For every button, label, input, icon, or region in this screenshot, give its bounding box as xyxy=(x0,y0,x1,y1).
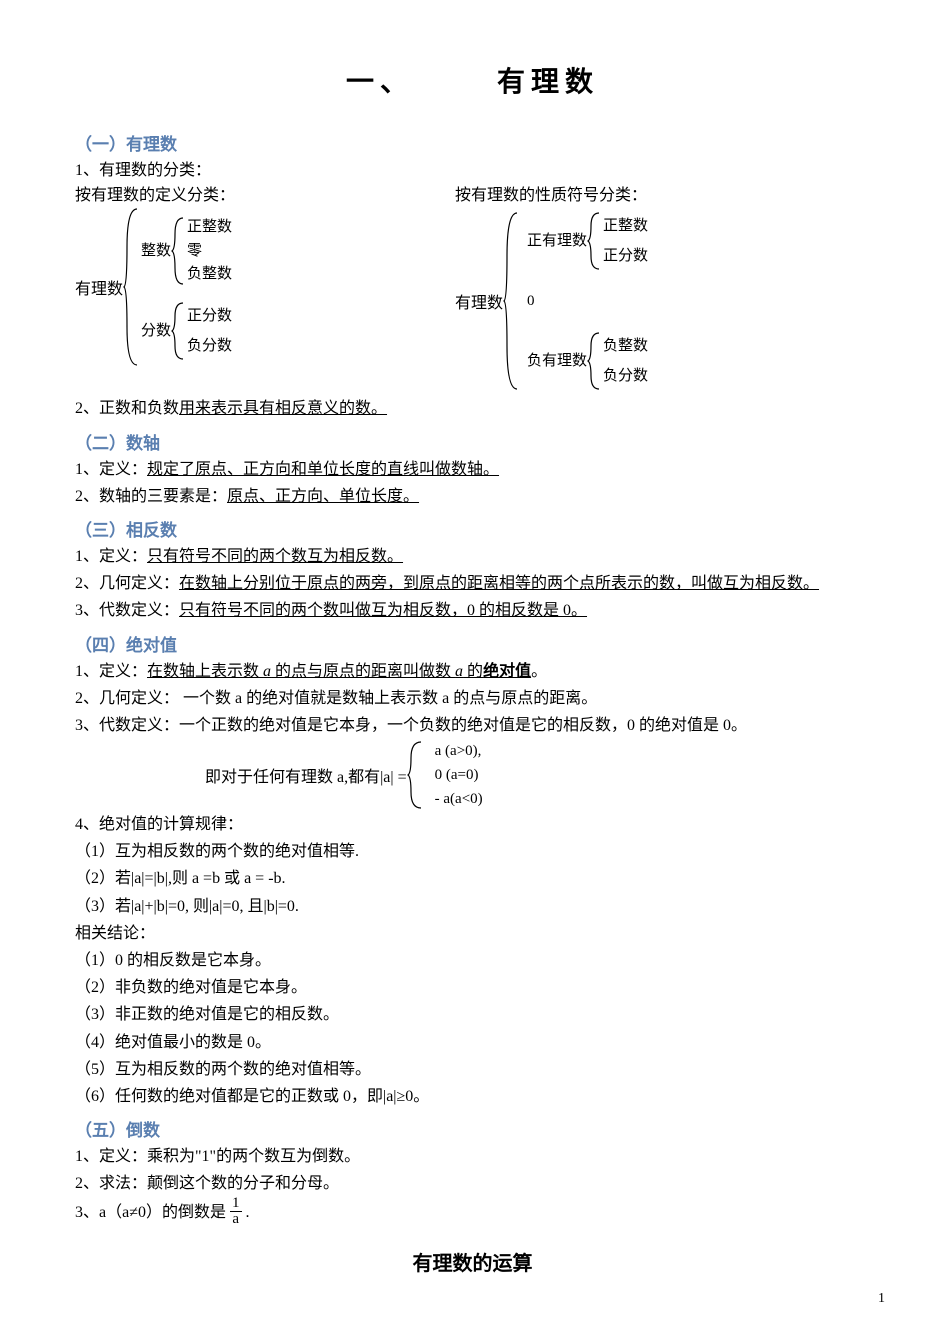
s1-line1: 1、有理数的分类： xyxy=(75,157,870,184)
tree-left-pos-int: 正整数 xyxy=(187,216,232,239)
piecewise-def: 即对于任何有理数 a,都有|a| = a (a>0), 0 (a=0) - a(… xyxy=(205,739,870,811)
section-3-heading: （三）相反数 xyxy=(75,516,870,541)
def-classify-label: 按有理数的定义分类： xyxy=(75,182,455,209)
s3-l2-b: 在数轴上分别位于原点的两旁，到原点的距离相等的两个点所表示的数，叫做互为相反数。 xyxy=(179,575,819,592)
subtitle: 有理数的运算 xyxy=(75,1247,870,1276)
s3-l2-a: 2、几何定义： xyxy=(75,575,179,592)
piece-3: - a(a<0) xyxy=(435,787,483,811)
brace-icon xyxy=(407,740,425,810)
sign-classify-label: 按有理数的性质符号分类： xyxy=(455,182,870,209)
s2-line1: 1、定义：规定了原点、正方向和单位长度的直线叫做数轴。 xyxy=(75,456,870,483)
tree-right-pos-frac: 正分数 xyxy=(603,245,648,268)
s4-l4-1: （1）互为相反数的两个数的绝对值相等. xyxy=(75,838,870,865)
tree-left-neg-frac: 负分数 xyxy=(187,335,232,358)
s4-l1-b4: 绝对值 xyxy=(483,663,531,680)
piece-1: a (a>0), xyxy=(435,739,483,763)
tree-left-int: 整数 xyxy=(141,240,171,263)
brace-icon xyxy=(171,301,187,361)
s4-l4-2: （2）若|a|=|b|,则 a =b 或 a = -b. xyxy=(75,865,870,892)
s4-r6: （6）任何数的绝对值都是它的正数或 0，即|a|≥0。 xyxy=(75,1083,870,1110)
s4-line1: 1、定义：在数轴上表示数 a 的点与原点的距离叫做数 a 的绝对值。 xyxy=(75,658,870,685)
s3-l1-b: 只有符号不同的两个数互为相反数。 xyxy=(147,548,403,565)
s5-line1: 1、定义：乘积为"1"的两个数互为倒数。 xyxy=(75,1143,870,1170)
tree-right-root: 有理数 xyxy=(455,289,503,313)
s1-l2-b: 用来表示具有相反意义的数。 xyxy=(179,400,387,417)
s5-line2: 2、求法：颠倒这个数的分子和分母。 xyxy=(75,1170,870,1197)
s4-l1-b5: 。 xyxy=(531,663,547,680)
s4-line3: 3、代数定义：一个正数的绝对值是它本身，一个负数的绝对值是它的相反数，0 的绝对… xyxy=(75,712,870,739)
brace-icon xyxy=(587,331,603,391)
s1-l2-a: 2、正数和负数 xyxy=(75,400,179,417)
s4-l1-b1: 在数轴上表示数 xyxy=(147,663,263,680)
tree-right-neg-frac: 负分数 xyxy=(603,365,648,388)
s2-l2-b: 原点、正方向、单位长度。 xyxy=(227,488,419,505)
chapter-title: 一、 有理数 xyxy=(75,60,870,100)
s4-r1: （1）0 的相反数是它本身。 xyxy=(75,947,870,974)
classification-trees: 有理数 整数 正整数 零 负整数 分数 xyxy=(75,207,870,395)
piece-2: 0 (a=0) xyxy=(435,763,483,787)
s3-l3-b: 只有符号不同的两个数叫做互为相反数，0 的相反数是 0。 xyxy=(179,602,587,619)
s5-line3: 3、a（a≠0）的倒数是 1 a . xyxy=(75,1198,870,1229)
title-prefix: 一、 xyxy=(346,60,414,100)
tree-left-neg-int: 负整数 xyxy=(187,263,232,286)
tree-right-pos: 正有理数 xyxy=(527,230,587,253)
brace-icon xyxy=(503,211,521,391)
s3-line3: 3、代数定义：只有符号不同的两个数叫做互为相反数，0 的相反数是 0。 xyxy=(75,597,870,624)
frac-den: a xyxy=(230,1212,242,1227)
tree-left-zero: 零 xyxy=(187,240,232,263)
tree-left-pos-frac: 正分数 xyxy=(187,305,232,328)
s4-l4-3: （3）若|a|+|b|=0, 则|a|=0, 且|b|=0. xyxy=(75,893,870,920)
s2-l1-a: 1、定义： xyxy=(75,461,147,478)
s4-line2: 2、几何定义： 一个数 a 的绝对值就是数轴上表示数 a 的点与原点的距离。 xyxy=(75,685,870,712)
s4-r3: （3）非正数的绝对值是它的相反数。 xyxy=(75,1001,870,1028)
classification-row: 按有理数的定义分类： 按有理数的性质符号分类： xyxy=(75,184,870,207)
s3-l3-a: 3、代数定义： xyxy=(75,602,179,619)
s4-line4: 4、绝对值的计算规律： xyxy=(75,811,870,838)
frac-num: 1 xyxy=(230,1196,242,1212)
brace-icon xyxy=(123,207,141,367)
s5-l3-a: 3、a（a≠0）的倒数是 xyxy=(75,1204,230,1221)
page-container: 一、 有理数 （一）有理数 1、有理数的分类： 按有理数的定义分类： 按有理数的… xyxy=(0,0,945,1336)
s4-l1-b3: 的 xyxy=(463,663,483,680)
tree-right-zero: 0 xyxy=(527,290,648,313)
s2-line2: 2、数轴的三要素是：原点、正方向、单位长度。 xyxy=(75,483,870,510)
tree-right-neg-int: 负整数 xyxy=(603,335,648,358)
tree-left-frac: 分数 xyxy=(141,320,171,343)
tree-left: 有理数 整数 正整数 零 负整数 分数 xyxy=(75,207,455,367)
s4-l1-a: 1、定义： xyxy=(75,663,147,680)
s1-line2: 2、正数和负数用来表示具有相反意义的数。 xyxy=(75,395,870,422)
section-2-heading: （二）数轴 xyxy=(75,429,870,454)
tree-left-root: 有理数 xyxy=(75,275,123,299)
s2-l2-a: 2、数轴的三要素是： xyxy=(75,488,227,505)
tree-right-neg: 负有理数 xyxy=(527,350,587,373)
section-1-heading: （一）有理数 xyxy=(75,130,870,155)
s3-l1-a: 1、定义： xyxy=(75,548,147,565)
s4-l1-b2: 的点与原点的距离叫做数 xyxy=(271,663,455,680)
brace-icon xyxy=(171,216,187,286)
page-number: 1 xyxy=(878,1291,885,1307)
section-4-heading: （四）绝对值 xyxy=(75,631,870,656)
s4-related: 相关结论： xyxy=(75,920,870,947)
s4-l1-b: 在数轴上表示数 a 的点与原点的距离叫做数 a 的绝对值 xyxy=(147,663,531,680)
s3-line1: 1、定义：只有符号不同的两个数互为相反数。 xyxy=(75,543,870,570)
s5-l3-b: . xyxy=(246,1204,250,1221)
s4-r2: （2）非负数的绝对值是它本身。 xyxy=(75,974,870,1001)
s2-l1-b: 规定了原点、正方向和单位长度的直线叫做数轴。 xyxy=(147,461,499,478)
fraction-1-over-a: 1 a xyxy=(230,1196,242,1227)
title-main-text: 有理数 xyxy=(497,67,599,98)
s4-r5: （5）互为相反数的两个数的绝对值相等。 xyxy=(75,1056,870,1083)
section-5-heading: （五）倒数 xyxy=(75,1116,870,1141)
s4-r4: （4）绝对值最小的数是 0。 xyxy=(75,1029,870,1056)
tree-right: 有理数 正有理数 正整数 正分数 0 负有理数 xyxy=(455,207,870,395)
tree-right-pos-int: 正整数 xyxy=(603,215,648,238)
s3-line2: 2、几何定义：在数轴上分别位于原点的两旁，到原点的距离相等的两个点所表示的数，叫… xyxy=(75,570,870,597)
brace-icon xyxy=(587,211,603,271)
piecewise-lhs: 即对于任何有理数 a,都有|a| = xyxy=(205,763,407,787)
